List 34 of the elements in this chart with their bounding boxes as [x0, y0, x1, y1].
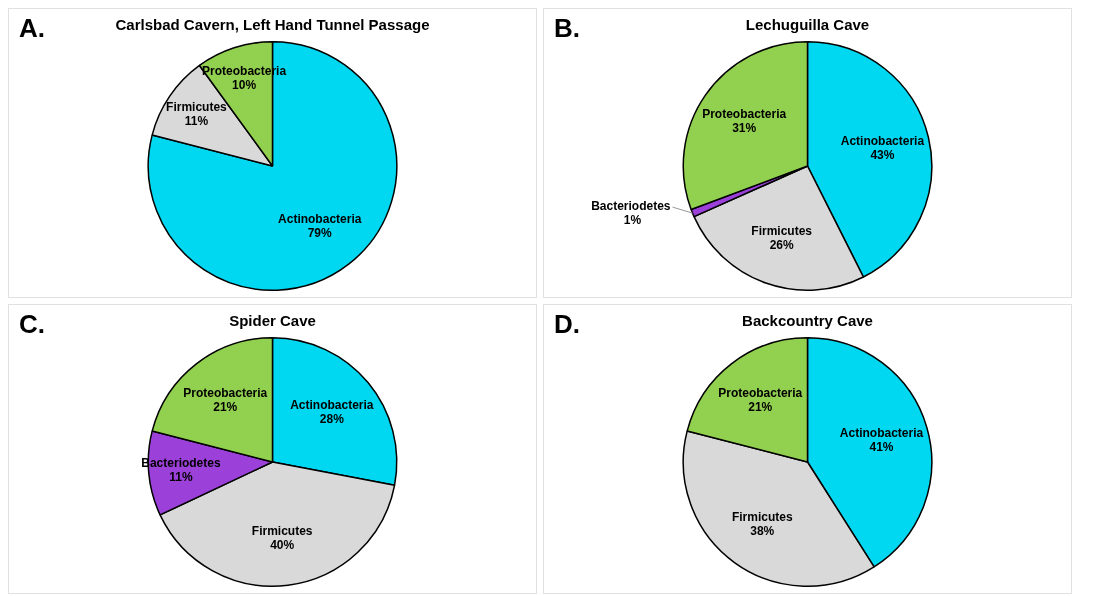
- chart-title: Carlsbad Cavern, Left Hand Tunnel Passage: [115, 16, 430, 34]
- slice-label: Firmicutes: [251, 523, 313, 538]
- data-label: 31%: [732, 121, 757, 136]
- slice-label: Proteobacteria: [718, 386, 803, 401]
- data-label: 1%: [623, 213, 642, 228]
- slice-label: Firmicutes: [731, 509, 793, 524]
- text: B.: [554, 13, 580, 44]
- data-label: 28%: [319, 412, 345, 427]
- slice-label: Actinobacteria: [278, 212, 362, 227]
- data-label: 26%: [769, 237, 794, 252]
- slice-label: Actinobacteria: [290, 398, 374, 413]
- slice-label: Actinobacteria: [840, 133, 925, 148]
- slice-label: Proteobacteria: [183, 386, 268, 401]
- text: A.: [19, 13, 45, 44]
- slice-label: Firmicutes: [166, 99, 228, 114]
- data-label: 43%: [870, 147, 895, 162]
- data-label: 21%: [213, 400, 238, 415]
- text: C.: [19, 309, 45, 340]
- data-label: 11%: [169, 469, 193, 484]
- data-label: 79%: [307, 226, 333, 241]
- data-label: 41%: [869, 439, 894, 454]
- slice-label: Proteobacteria: [702, 107, 787, 122]
- chart-title: Spider Cave: [229, 312, 316, 330]
- chart-title: Lechuguilla Cave: [745, 16, 870, 34]
- text: D.: [554, 309, 580, 340]
- data-label: 11%: [184, 113, 209, 128]
- data-label: 38%: [750, 523, 775, 538]
- slice-label: Firmicutes: [751, 223, 813, 238]
- data-label: 40%: [270, 537, 295, 552]
- slice-label: Actinobacteria: [839, 425, 924, 440]
- data-label: 10%: [232, 77, 257, 92]
- data-label: 21%: [748, 400, 773, 415]
- slice-label: Bacteriodetes: [591, 199, 671, 214]
- chart-title: Backcountry Cave: [742, 312, 873, 330]
